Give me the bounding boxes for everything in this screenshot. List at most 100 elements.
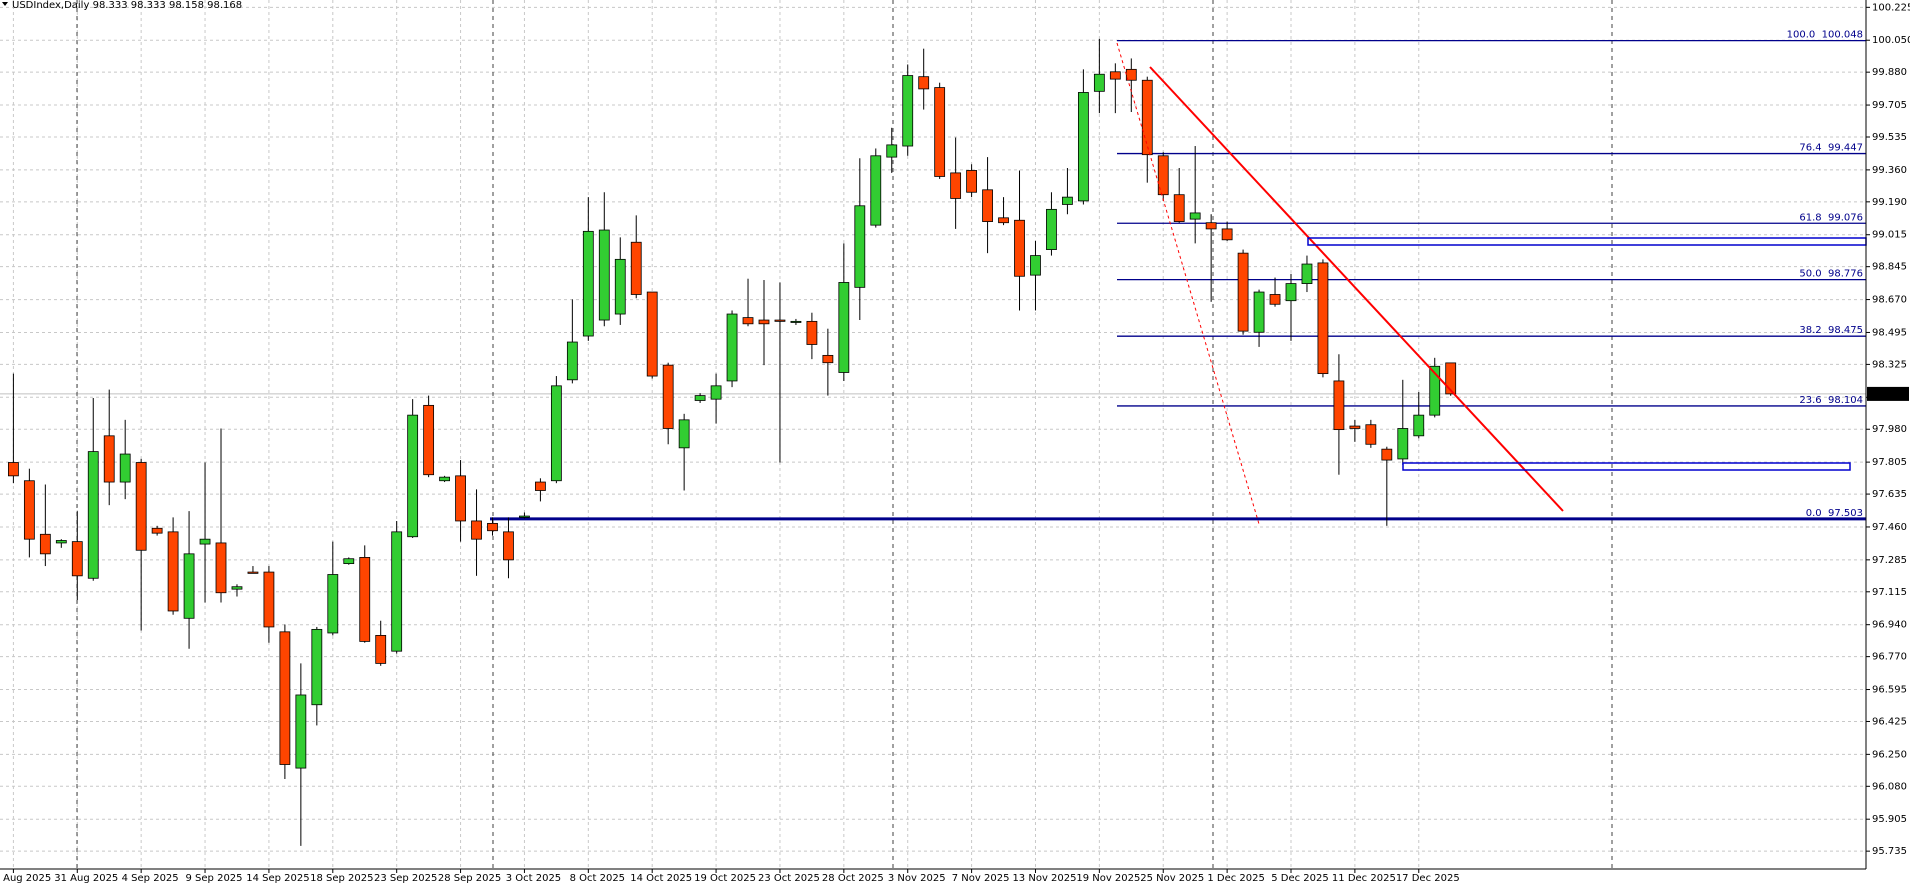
- x-tick-label: 4 Sep 2025: [122, 873, 179, 884]
- x-tick-label: 8 Oct 2025: [570, 873, 625, 884]
- candle-body: [774, 319, 786, 322]
- fib-price: 97.503: [1828, 508, 1863, 519]
- x-tick-label: 23 Oct 2025: [758, 873, 820, 884]
- candle-body: [1237, 252, 1249, 332]
- candle-body: [950, 172, 962, 199]
- x-tick-label: 17 Dec 2025: [1396, 873, 1460, 884]
- y-tick-label: 95.905: [1872, 814, 1907, 825]
- candle-body: [327, 574, 339, 634]
- candle-body: [1141, 79, 1153, 156]
- y-tick-label: 96.080: [1872, 781, 1907, 792]
- x-tick-label: 31 Aug 2025: [54, 873, 118, 884]
- fib-ratio: 0.0: [1806, 508, 1822, 519]
- candle-body: [1157, 155, 1169, 196]
- candle-body: [311, 628, 323, 706]
- candle-body: [582, 230, 594, 337]
- y-tick-label: 97.115: [1872, 587, 1907, 598]
- x-tick-label: 3 Oct 2025: [506, 873, 561, 884]
- y-tick-label: 97.635: [1872, 489, 1907, 500]
- candle-body: [535, 481, 546, 491]
- candle-body: [1030, 255, 1041, 276]
- bid-label: 98.168: [1871, 389, 1906, 400]
- fib-price: 100.048: [1822, 30, 1863, 41]
- ohlc-open: 98.333: [93, 0, 128, 11]
- fib-price: 98.475: [1828, 325, 1863, 336]
- candle-body: [1189, 212, 1201, 220]
- candle-body: [343, 558, 355, 565]
- x-tick-label: 3 Nov 2025: [888, 873, 946, 884]
- candle-body: [295, 694, 307, 769]
- candle-body: [455, 475, 466, 522]
- candle-body: [71, 541, 83, 577]
- candle-body: [1205, 222, 1217, 230]
- candle-body: [119, 453, 131, 483]
- candle-body: [1365, 424, 1377, 445]
- x-tick-label: 13 Nov 2025: [1012, 873, 1076, 884]
- candle-body: [87, 451, 99, 579]
- y-tick-label: 96.250: [1872, 749, 1907, 760]
- candle-body: [854, 205, 866, 288]
- x-tick-label: 25 Nov 2025: [1140, 873, 1204, 884]
- x-tick-label: 19 Nov 2025: [1076, 873, 1140, 884]
- candle-body: [678, 419, 690, 449]
- x-tick-label: 11 Dec 2025: [1332, 873, 1396, 884]
- candle-body: [790, 320, 802, 323]
- ohlc-high: 98.333: [131, 0, 166, 11]
- candle-body: [838, 282, 850, 373]
- candle-body: [375, 634, 387, 664]
- x-tick-label: 19 Oct 2025: [694, 873, 756, 884]
- fib-ratio: 38.2: [1799, 325, 1821, 336]
- candle-body: [598, 229, 610, 321]
- x-tick-label: 14 Oct 2025: [630, 873, 692, 884]
- candle-body: [183, 553, 195, 619]
- zone-rectangle: [1402, 462, 1851, 471]
- candle-layer: [7, 38, 1457, 846]
- fib-level-label: 0.0 97.503: [1806, 508, 1863, 519]
- candle-body: [151, 527, 163, 534]
- y-tick-label: 97.285: [1872, 555, 1907, 566]
- candle-body: [439, 476, 450, 482]
- fib-price: 99.447: [1828, 143, 1863, 154]
- candle-body: [519, 515, 530, 518]
- candle-body: [1349, 425, 1361, 429]
- candle-body: [1333, 380, 1345, 431]
- candle-body: [407, 414, 419, 538]
- candle-body: [1253, 291, 1265, 333]
- chart-header: USDIndex,Daily 98.333 98.333 98.158 98.1…: [12, 0, 242, 11]
- fib-ratio: 23.6: [1799, 395, 1821, 406]
- y-tick-label: 96.595: [1872, 685, 1907, 696]
- candle-body: [359, 557, 371, 642]
- y-tick-label: 97.980: [1872, 424, 1907, 435]
- candle-body: [902, 75, 914, 147]
- candle-body: [391, 531, 403, 652]
- y-tick-label: 99.015: [1872, 230, 1907, 241]
- candle-body: [758, 319, 770, 325]
- x-tick-label: 1 Dec 2025: [1207, 873, 1265, 884]
- candle-body: [1429, 365, 1441, 416]
- y-tick-label: 99.880: [1872, 67, 1907, 78]
- candle-body: [1221, 228, 1233, 241]
- candle-body: [23, 480, 35, 540]
- candle-body: [1413, 414, 1425, 437]
- candle-body: [566, 341, 578, 381]
- candle-body: [487, 522, 498, 532]
- candle-body: [886, 144, 898, 158]
- candle-body: [7, 462, 19, 477]
- x-tick-label: 23 Sep 2025: [374, 873, 437, 884]
- y-tick-label: 97.460: [1872, 522, 1907, 533]
- candle-body: [247, 571, 259, 574]
- fib-level-label: 38.2 98.475: [1799, 325, 1863, 336]
- fib-level-label: 76.4 99.447: [1799, 143, 1863, 154]
- y-tick-label: 98.325: [1872, 359, 1907, 370]
- y-tick-label: 98.670: [1872, 295, 1907, 306]
- candle-body: [1125, 68, 1137, 81]
- candle-body: [1062, 196, 1073, 205]
- candle-body: [982, 189, 993, 222]
- y-tick-label: 96.425: [1872, 716, 1907, 727]
- candle-body: [1317, 262, 1329, 375]
- fib-ratio: 50.0: [1799, 269, 1821, 280]
